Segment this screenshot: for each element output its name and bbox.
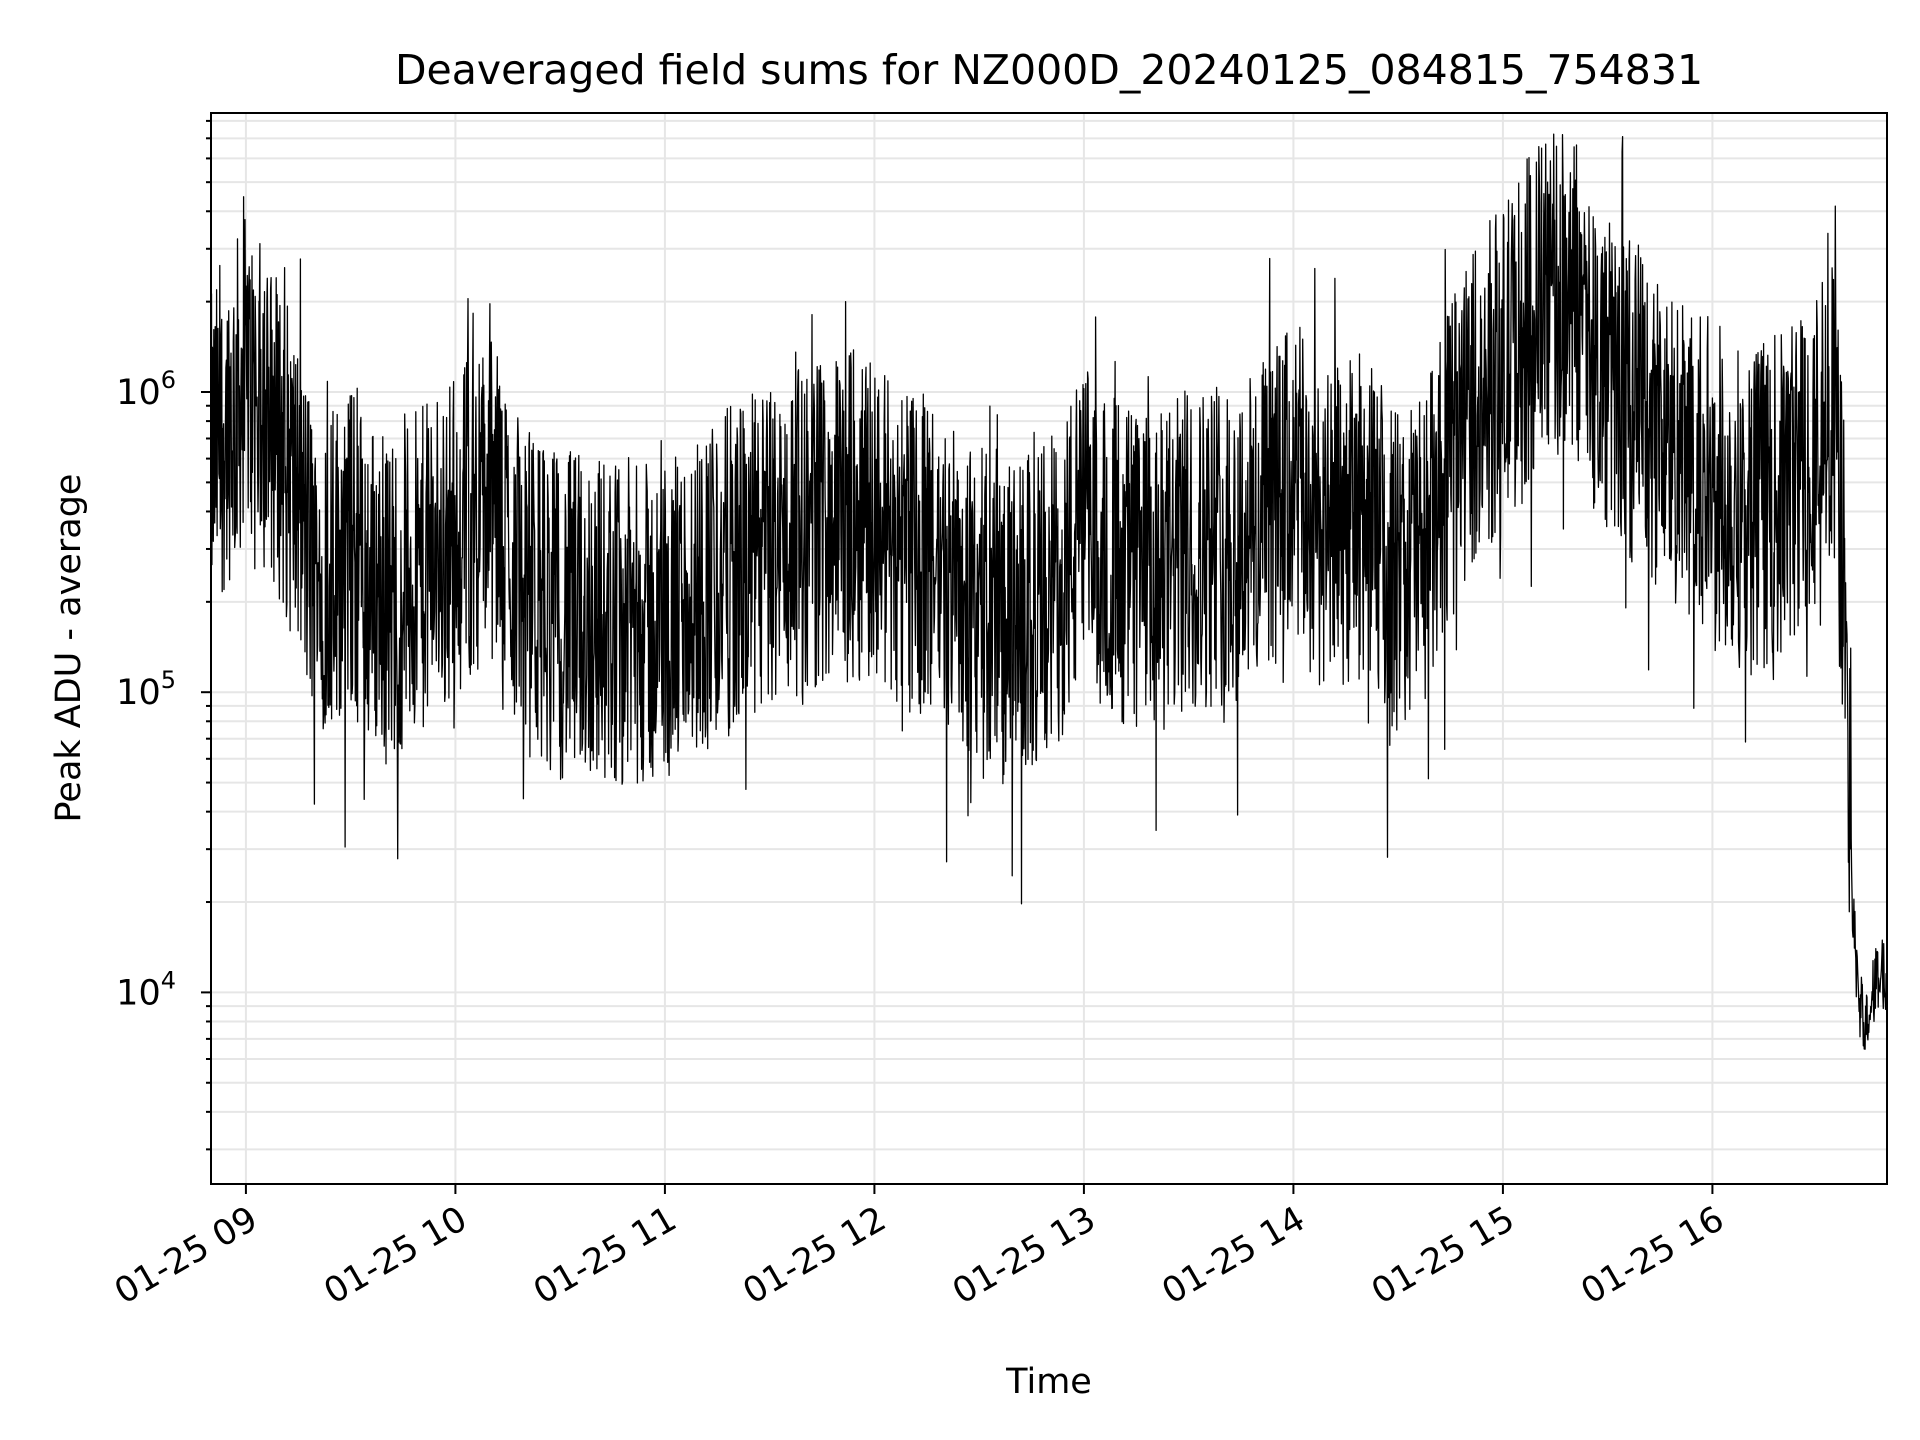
y-axis-label: Peak ADU - average xyxy=(49,474,89,823)
y-tick-label: 105 xyxy=(116,666,176,713)
y-tick-label: 106 xyxy=(116,366,176,413)
grid xyxy=(211,113,1887,1184)
y-ticks: 104 105 106 xyxy=(116,119,211,1151)
axes-frame xyxy=(210,112,1888,1185)
series-group xyxy=(210,133,1888,1050)
series-line xyxy=(210,133,1888,1050)
x-axis-label: Time xyxy=(1005,1362,1092,1402)
chart-title: Deaveraged field sums for NZ000D_2024012… xyxy=(395,46,1703,94)
y-tick-label: 104 xyxy=(116,966,176,1013)
